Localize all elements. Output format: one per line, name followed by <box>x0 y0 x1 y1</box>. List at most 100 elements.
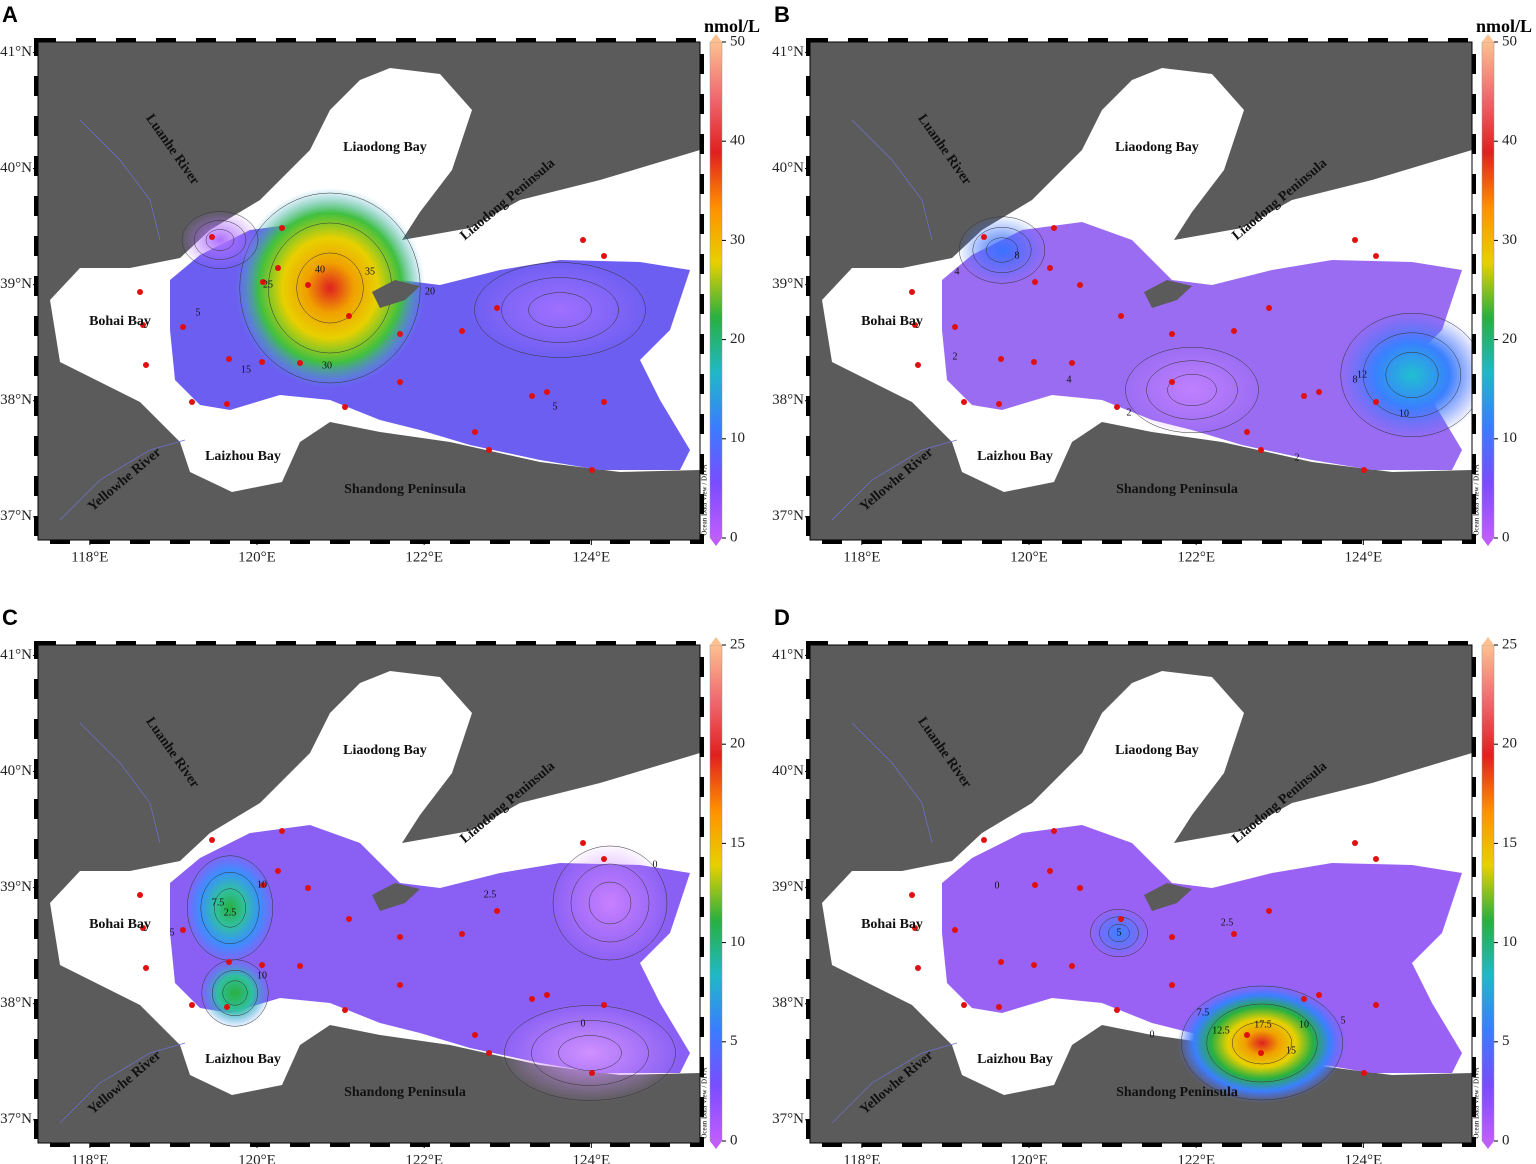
station <box>180 324 186 330</box>
contour-label: 10 <box>257 879 267 890</box>
contour-line <box>959 216 1045 284</box>
station <box>472 429 478 435</box>
frame-dashes <box>806 641 1476 1147</box>
colorbar-cap <box>1482 538 1494 546</box>
colorbar-label: 0 <box>730 529 738 545</box>
colorbar-label: 10 <box>730 430 745 446</box>
contour-label: 5 <box>170 927 175 938</box>
station <box>1244 1032 1250 1038</box>
station <box>909 289 915 295</box>
contour-line <box>1146 360 1238 420</box>
station <box>544 992 550 998</box>
contour-line <box>474 262 646 358</box>
contour-label: 2.5 <box>224 907 237 918</box>
contour-line <box>214 888 246 928</box>
station <box>459 328 465 334</box>
hotspot <box>1337 310 1472 440</box>
contour-line <box>1090 909 1148 957</box>
contour-line <box>1167 374 1217 406</box>
station <box>189 1002 195 1008</box>
contour-label: 5 <box>1341 1015 1346 1026</box>
credit: Ocean Data View / DIVA <box>1473 464 1481 535</box>
river <box>79 722 161 844</box>
y-tick-label: 39°N <box>772 276 804 292</box>
river <box>851 722 933 844</box>
contour-line <box>201 959 269 1027</box>
station <box>580 237 586 243</box>
station <box>226 356 232 362</box>
contour-line <box>1232 1021 1292 1065</box>
colorbar <box>1481 41 1495 539</box>
hotspot <box>500 1003 680 1103</box>
contour-label: 10 <box>1299 1019 1309 1030</box>
colorbar-label: 5 <box>730 1033 738 1049</box>
colorbar-label: 40 <box>730 133 745 149</box>
x-tick-label: 122°E <box>405 1152 443 1164</box>
station <box>1118 916 1124 922</box>
station <box>279 828 285 834</box>
contour-line <box>531 1020 649 1086</box>
station <box>1316 389 1322 395</box>
colorbar-label: 25 <box>730 636 745 652</box>
frame-dashes <box>34 38 704 544</box>
y-tick-label: 38°N <box>772 392 804 408</box>
colorbar <box>1481 644 1495 1142</box>
colorbar-label: 10 <box>1502 430 1517 446</box>
y-tick-label: 37°N <box>772 508 804 524</box>
place-label: Laizhou Bay <box>977 449 1053 464</box>
hotspot <box>200 958 270 1028</box>
station <box>529 393 535 399</box>
station <box>1031 359 1037 365</box>
place-label: Liaodong Bay <box>343 743 427 758</box>
station <box>1169 982 1175 988</box>
hotspot <box>235 188 425 388</box>
x-tick-label: 118°E <box>843 549 880 565</box>
station <box>1352 237 1358 243</box>
colorbar-cap <box>710 34 722 42</box>
station <box>1051 225 1057 231</box>
y-tick-label: 39°N <box>772 879 804 895</box>
y-tick-label: 39°N <box>0 276 32 292</box>
land-island <box>1144 883 1192 911</box>
colorbar-label: 20 <box>1502 331 1517 347</box>
station <box>143 362 149 368</box>
colorbar-cap <box>710 538 722 546</box>
place-label: Bohai Bay <box>861 314 923 329</box>
station <box>346 313 352 319</box>
station <box>275 868 281 874</box>
contour-line <box>558 1035 622 1071</box>
station <box>580 840 586 846</box>
station <box>601 399 607 405</box>
station <box>601 856 607 862</box>
station <box>1301 393 1307 399</box>
station <box>912 322 918 328</box>
station <box>275 265 281 271</box>
contour-label: 7.5 <box>212 897 225 908</box>
x-tick-label: 122°E <box>1177 1152 1215 1164</box>
station <box>260 882 266 888</box>
colorbar-cap <box>710 1141 722 1149</box>
station <box>1266 305 1272 311</box>
station <box>397 379 403 385</box>
station <box>397 982 403 988</box>
y-tick-label: 41°N <box>772 647 804 663</box>
station <box>1373 253 1379 259</box>
river <box>59 1042 186 1124</box>
y-tick-label: 37°N <box>772 1111 804 1127</box>
contour-label: 0 <box>1150 1029 1155 1040</box>
contour-line <box>1099 916 1139 950</box>
colorbar-label: 30 <box>1502 232 1517 248</box>
colorbar-label: 50 <box>730 33 745 49</box>
station <box>226 959 232 965</box>
station <box>1361 467 1367 473</box>
colorbar-label: 15 <box>1502 835 1517 851</box>
station <box>297 360 303 366</box>
contour-label: 12.5 <box>1212 1025 1230 1036</box>
station <box>998 959 1004 965</box>
contour-line <box>501 277 619 343</box>
place-label: Bohai Bay <box>861 917 923 932</box>
contour-line <box>200 872 260 944</box>
contour-label: 5 <box>1117 927 1122 938</box>
